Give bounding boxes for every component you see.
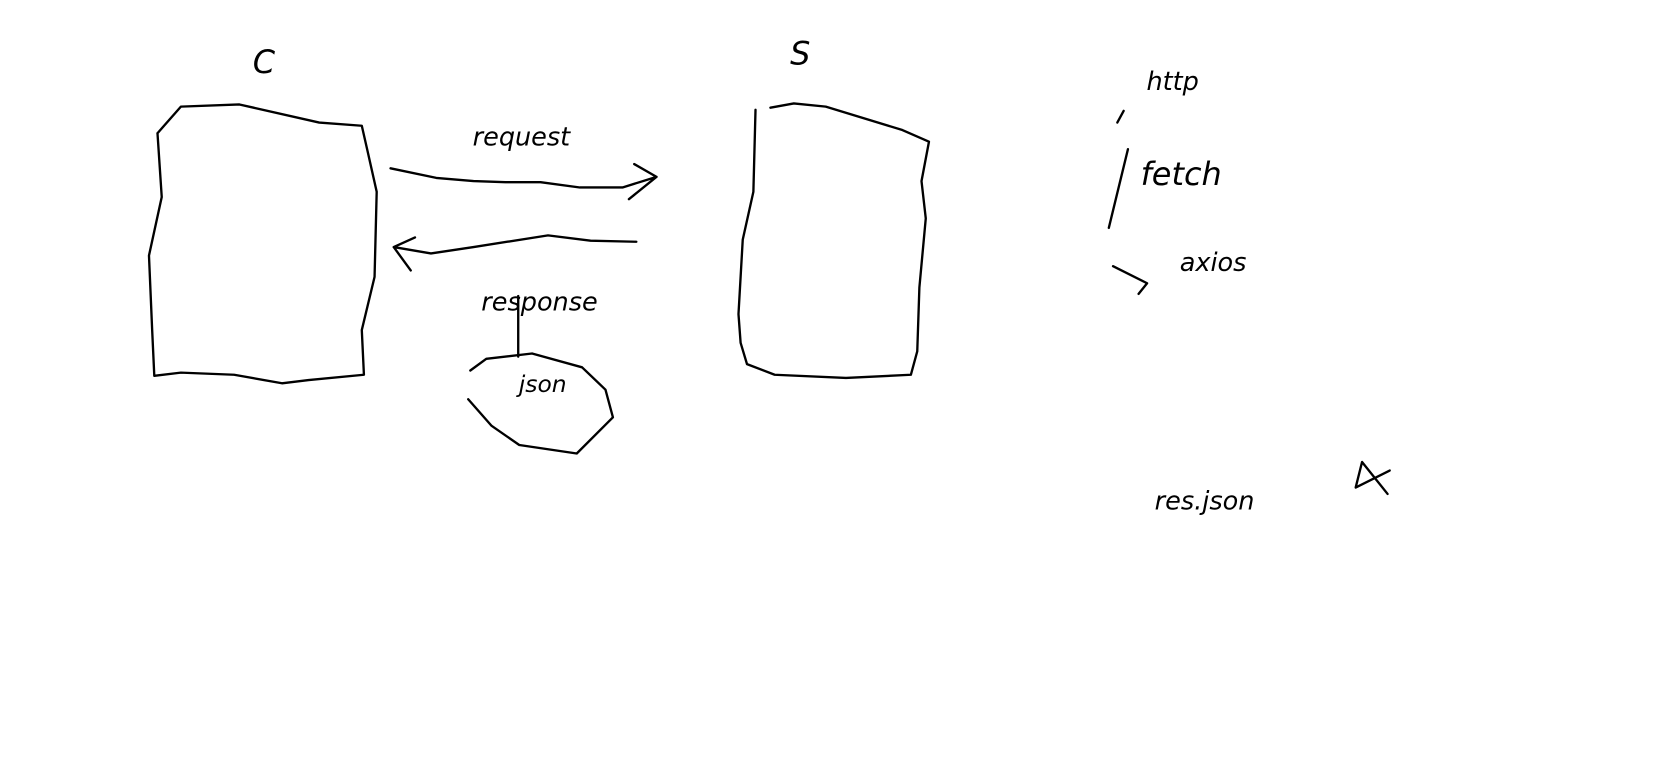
request-label: request bbox=[473, 123, 572, 153]
response-label: response bbox=[481, 287, 597, 317]
client-box bbox=[147, 103, 378, 385]
doodle bbox=[1354, 460, 1391, 496]
request-arrow bbox=[389, 162, 658, 201]
tick-mark bbox=[1116, 109, 1125, 124]
side-note: axios bbox=[1180, 248, 1247, 278]
response-arrow bbox=[392, 234, 638, 272]
client-label: C bbox=[253, 43, 276, 81]
server-label: S bbox=[790, 35, 810, 73]
server-box bbox=[737, 102, 931, 380]
side-note: res.json bbox=[1155, 486, 1255, 516]
json-blob bbox=[467, 352, 615, 455]
arrow-mark bbox=[1111, 265, 1149, 296]
side-note: http bbox=[1146, 67, 1198, 97]
json-label: json bbox=[516, 370, 567, 398]
bracket-mark bbox=[1107, 148, 1130, 230]
side-note: fetch bbox=[1141, 155, 1222, 193]
